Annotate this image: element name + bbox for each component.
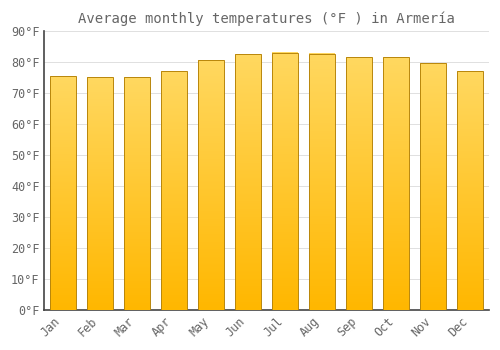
Bar: [458, 71, 483, 310]
Bar: [87, 77, 113, 310]
Bar: [384, 57, 409, 310]
Bar: [346, 57, 372, 310]
Bar: [198, 60, 224, 310]
Bar: [161, 71, 187, 310]
Bar: [50, 76, 76, 310]
Bar: [310, 54, 335, 310]
Title: Average monthly temperatures (°F ) in Armería: Average monthly temperatures (°F ) in Ar…: [78, 11, 455, 26]
Bar: [235, 54, 261, 310]
Bar: [272, 52, 298, 310]
Bar: [420, 63, 446, 310]
Bar: [124, 77, 150, 310]
